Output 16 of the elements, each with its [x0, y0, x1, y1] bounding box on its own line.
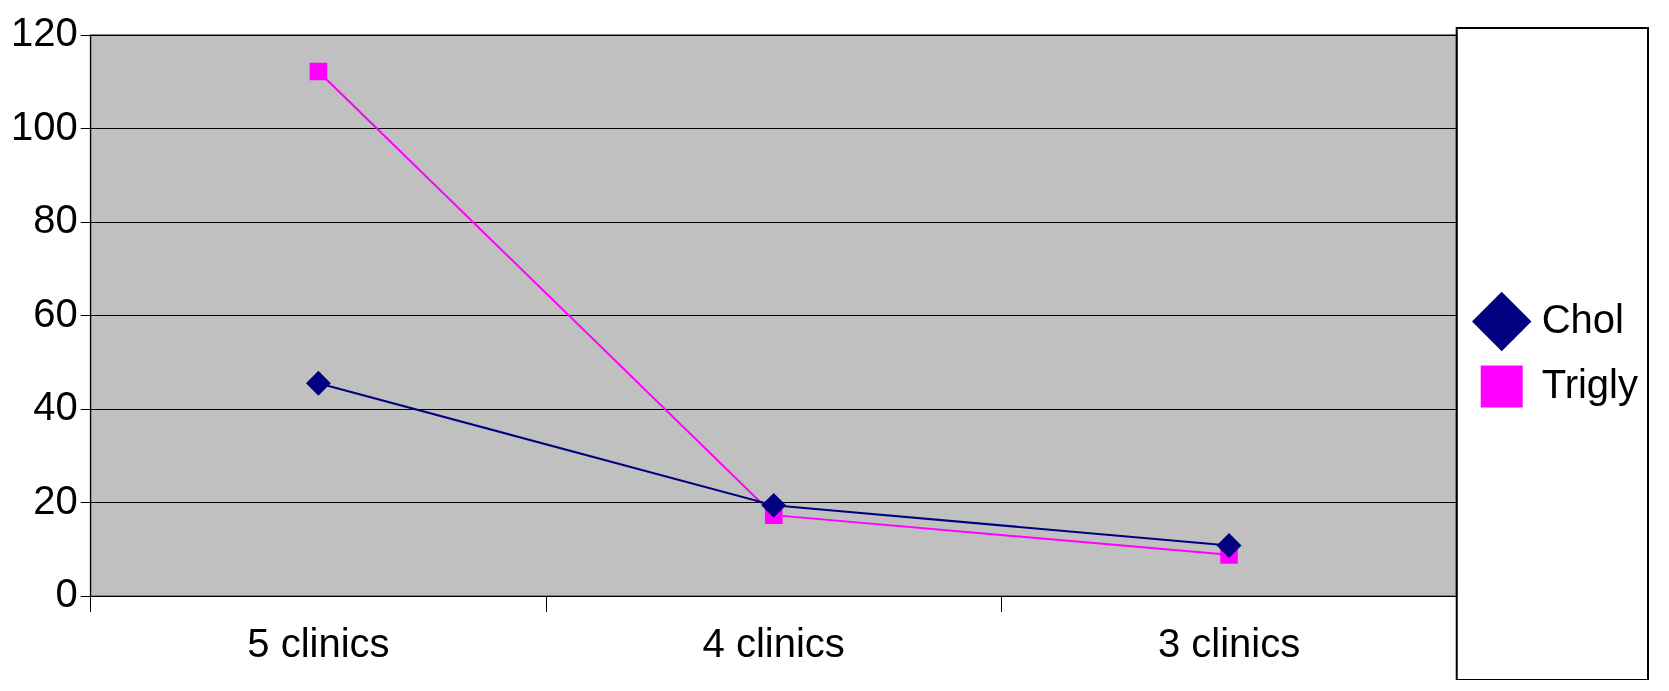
- point: [309, 62, 328, 81]
- legend-label: Chol: [1541, 296, 1624, 341]
- y-tick-label: 40: [33, 384, 78, 429]
- point: [306, 371, 331, 396]
- point: [761, 493, 786, 518]
- x-tick-label: 4 clinics: [702, 621, 845, 666]
- y-tick-label: 20: [33, 477, 78, 522]
- point: [1217, 533, 1242, 558]
- y-tick-label: 100: [10, 103, 78, 148]
- x-tick-label: 3 clinics: [1157, 621, 1301, 666]
- x-tick-label: 5 clinics: [247, 621, 390, 666]
- y-tick-label: 120: [10, 10, 78, 55]
- legend-label: Trigly: [1541, 361, 1639, 406]
- y-tick-label: 0: [55, 571, 78, 616]
- y-tick-label: 80: [33, 197, 78, 242]
- y-tick-label: 60: [33, 290, 78, 335]
